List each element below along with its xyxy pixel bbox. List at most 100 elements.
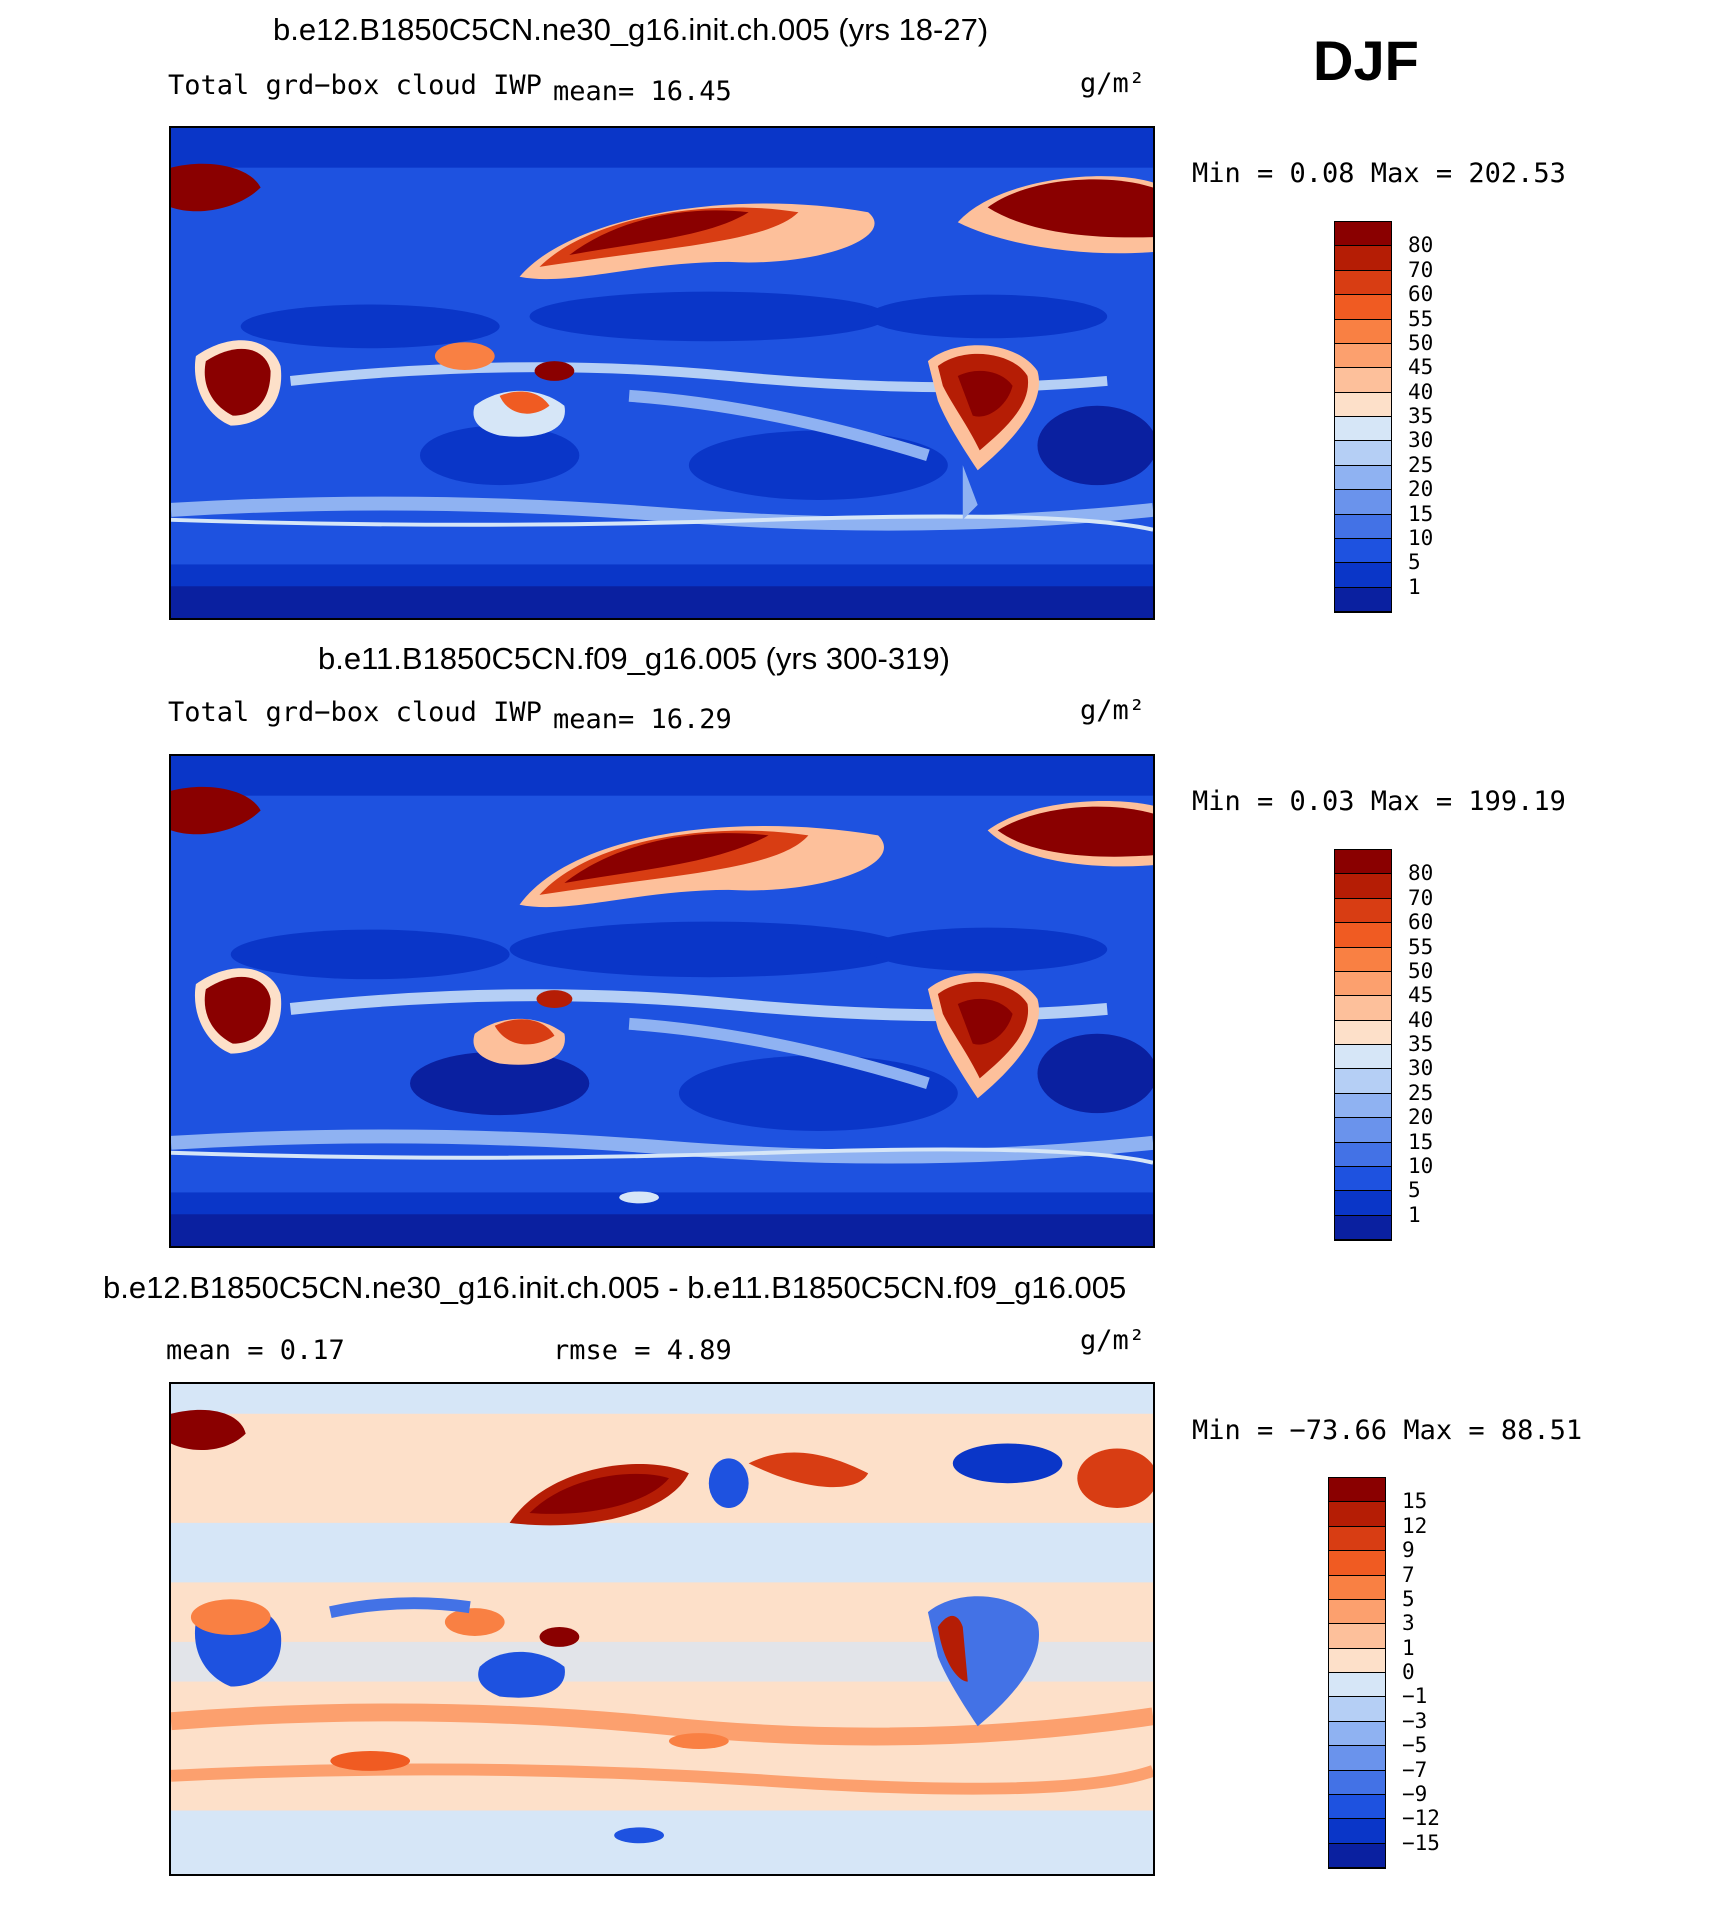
panel1-units: g/m² (1080, 68, 1145, 99)
colorbar-cell (1335, 1021, 1391, 1045)
colorbar-cell (1335, 320, 1391, 344)
colorbar-cell (1335, 948, 1391, 972)
colorbar-cell (1329, 1819, 1385, 1843)
colorbar-cell (1335, 417, 1391, 441)
colorbar-cell (1335, 1094, 1391, 1118)
colorbar-tick-label: 9 (1402, 1540, 1415, 1561)
colorbar-tick-label: −3 (1402, 1711, 1427, 1732)
panel1-map-field (171, 128, 1153, 618)
colorbar-tick-label: 40 (1408, 382, 1433, 403)
colorbar-cell (1329, 1502, 1385, 1526)
panel3-colorbar-labels: 15 12 9 7 5 3 1 0 −1 −3 −5 −7 −9 −12 −15 (1402, 1477, 1482, 1869)
panel1-map (169, 126, 1155, 620)
colorbar-tick-label: 20 (1408, 1107, 1433, 1128)
colorbar-tick-label: 50 (1408, 333, 1433, 354)
colorbar-tick-label: 30 (1408, 1058, 1433, 1079)
colorbar-tick-label: 50 (1408, 961, 1433, 982)
colorbar-cell (1335, 271, 1391, 295)
colorbar-tick-label: −12 (1402, 1808, 1440, 1829)
colorbar-cell (1335, 1216, 1391, 1240)
colorbar-tick-label: 15 (1408, 1132, 1433, 1153)
colorbar-cell (1335, 923, 1391, 947)
colorbar-cell (1335, 1045, 1391, 1069)
colorbar-cell (1329, 1600, 1385, 1624)
colorbar-cell (1335, 466, 1391, 490)
colorbar-tick-label: 55 (1408, 937, 1433, 958)
colorbar-cell (1329, 1697, 1385, 1721)
colorbar-cell (1329, 1746, 1385, 1770)
colorbar-cell (1335, 972, 1391, 996)
colorbar-cell (1335, 515, 1391, 539)
colorbar-tick-label: 20 (1408, 479, 1433, 500)
colorbar-tick-label: 60 (1408, 284, 1433, 305)
colorbar-tick-label: −1 (1402, 1686, 1427, 1707)
colorbar-cell (1329, 1649, 1385, 1673)
colorbar-cell (1335, 441, 1391, 465)
colorbar-tick-label: 10 (1408, 1156, 1433, 1177)
panel1-minmax: Min = 0.08 Max = 202.53 (1192, 158, 1566, 189)
colorbar-tick-label: −9 (1402, 1784, 1427, 1805)
panel1-colorbar (1334, 221, 1392, 613)
colorbar-tick-label: 7 (1402, 1565, 1415, 1586)
colorbar-cell (1335, 1143, 1391, 1167)
colorbar-cell (1335, 222, 1391, 246)
colorbar-cell (1335, 246, 1391, 270)
colorbar-cell (1335, 368, 1391, 392)
panel2-map-field (171, 756, 1153, 1246)
colorbar-cell (1329, 1795, 1385, 1819)
panel3-mean: mean = 0.17 (166, 1335, 345, 1366)
panel1-variable-label: Total grd−box cloud IWP (168, 70, 542, 101)
colorbar-tick-label: 5 (1408, 552, 1421, 573)
panel3-title: b.e12.B1850C5CN.ne30_g16.init.ch.005 - b… (103, 1270, 1126, 1306)
colorbar-cell (1335, 1069, 1391, 1093)
panel3-rmse: rmse = 4.89 (553, 1335, 732, 1366)
colorbar-tick-label: 70 (1408, 260, 1433, 281)
colorbar-cell (1335, 563, 1391, 587)
panel1-colorbar-labels: 80 70 60 55 50 45 40 35 30 25 20 15 10 5 1 (1408, 221, 1488, 613)
colorbar-tick-label: 1 (1408, 1205, 1421, 1226)
colorbar-cell (1335, 539, 1391, 563)
colorbar-tick-label: 10 (1408, 528, 1433, 549)
colorbar-cell (1335, 295, 1391, 319)
panel2-map (169, 754, 1155, 1248)
colorbar-cell (1329, 1771, 1385, 1795)
colorbar-cell (1329, 1673, 1385, 1697)
panel2-units: g/m² (1080, 695, 1145, 726)
colorbar-tick-label: −7 (1402, 1760, 1427, 1781)
panel2-mean: mean= 16.29 (553, 704, 732, 735)
colorbar-tick-label: 45 (1408, 357, 1433, 378)
panel1-title: b.e12.B1850C5CN.ne30_g16.init.ch.005 (yr… (273, 12, 988, 48)
colorbar-tick-label: 60 (1408, 912, 1433, 933)
panel2-colorbar (1334, 849, 1392, 1241)
colorbar-cell (1335, 850, 1391, 874)
panel3-units: g/m² (1080, 1325, 1145, 1356)
colorbar-cell (1335, 490, 1391, 514)
colorbar-cell (1335, 344, 1391, 368)
colorbar-tick-label: 35 (1408, 406, 1433, 427)
colorbar-tick-label: 12 (1402, 1516, 1427, 1537)
panel3-minmax: Min = −73.66 Max = 88.51 (1192, 1415, 1582, 1446)
colorbar-cell (1335, 899, 1391, 923)
colorbar-cell (1335, 1167, 1391, 1191)
colorbar-cell (1329, 1527, 1385, 1551)
colorbar-tick-label: 80 (1408, 863, 1433, 884)
colorbar-tick-label: 1 (1402, 1638, 1415, 1659)
colorbar-tick-label: 5 (1408, 1180, 1421, 1201)
panel2-title: b.e11.B1850C5CN.f09_g16.005 (yrs 300-319… (318, 641, 950, 677)
colorbar-tick-label: 45 (1408, 985, 1433, 1006)
colorbar-tick-label: −5 (1402, 1735, 1427, 1756)
colorbar-tick-label: 0 (1402, 1662, 1415, 1683)
colorbar-cell (1329, 1478, 1385, 1502)
panel3-colorbar (1328, 1477, 1386, 1869)
colorbar-tick-label: 35 (1408, 1034, 1433, 1055)
panel2-variable-label: Total grd−box cloud IWP (168, 697, 542, 728)
colorbar-cell (1329, 1844, 1385, 1868)
colorbar-tick-label: 1 (1408, 577, 1421, 598)
panel1-mean: mean= 16.45 (553, 76, 732, 107)
panel2-minmax: Min = 0.03 Max = 199.19 (1192, 786, 1566, 817)
colorbar-tick-label: 3 (1402, 1613, 1415, 1634)
colorbar-tick-label: 5 (1402, 1589, 1415, 1610)
season-label: DJF (1313, 28, 1419, 93)
colorbar-cell (1335, 1191, 1391, 1215)
colorbar-tick-label: 15 (1408, 504, 1433, 525)
